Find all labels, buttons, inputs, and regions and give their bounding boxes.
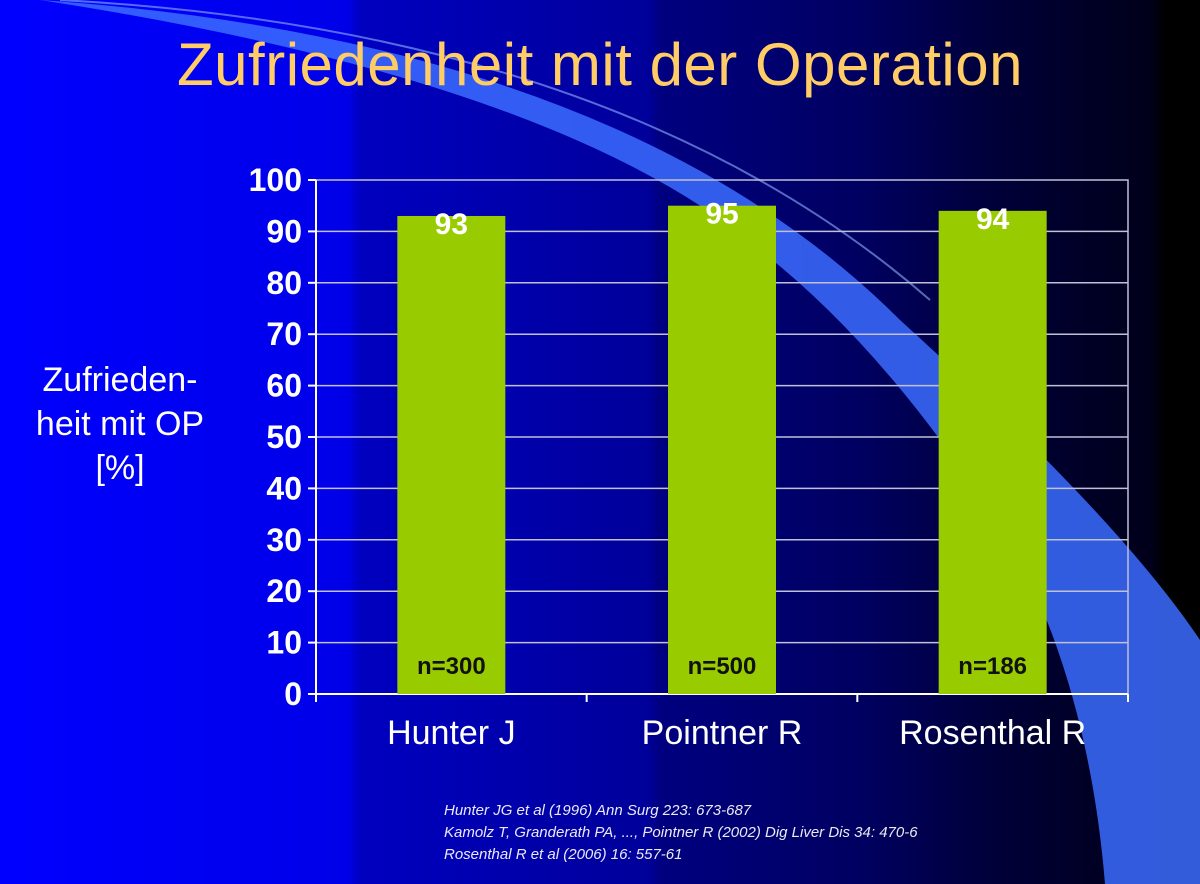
y-tick-label: 100: [249, 162, 302, 198]
references: Hunter JG et al (1996) Ann Surg 223: 673…: [444, 800, 918, 866]
data-label: 93: [435, 208, 468, 241]
bar: [397, 215, 506, 695]
y-axis-label-line: [%]: [95, 449, 145, 487]
y-tick-label: 20: [266, 573, 302, 609]
y-tick-label: 40: [266, 470, 302, 506]
reference-line: Kamolz T, Granderath PA, ..., Pointner R…: [444, 824, 918, 841]
y-tick-label: 60: [266, 368, 302, 404]
y-axis-label-line: heit mit OP: [35, 405, 205, 443]
y-tick-label: 50: [266, 419, 302, 455]
y-tick-label: 30: [266, 522, 302, 558]
y-axis-label-line: Zufrieden-: [42, 361, 198, 399]
x-category-label: Rosenthal R: [899, 714, 1086, 752]
x-category-label: Hunter J: [387, 714, 516, 752]
data-label: 95: [705, 198, 738, 231]
slide-title: Zufriedenheit mit der Operation: [177, 31, 1023, 98]
reference-line: Hunter JG et al (1996) Ann Surg 223: 673…: [444, 802, 752, 819]
sample-size-label: n=300: [417, 653, 486, 680]
y-tick-label: 90: [266, 213, 302, 249]
bar: [938, 210, 1047, 694]
y-tick-label: 10: [266, 625, 302, 661]
y-tick-label: 0: [284, 676, 302, 712]
y-tick-label: 80: [266, 265, 302, 301]
x-category-label: Pointner R: [642, 714, 803, 752]
sample-size-label: n=186: [958, 653, 1027, 680]
y-axis-label: Zufrieden- heit mit OP [%]: [20, 358, 220, 490]
sample-size-label: n=500: [688, 653, 757, 680]
y-tick-label: 70: [266, 316, 302, 352]
data-label: 94: [976, 203, 1010, 236]
bar: [668, 205, 776, 694]
reference-line: Rosenthal R et al (2006) 16: 557-61: [444, 846, 683, 863]
